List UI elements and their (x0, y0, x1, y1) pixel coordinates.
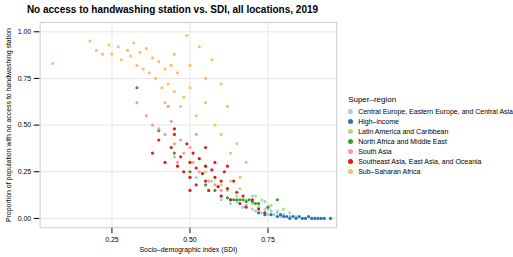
html-text:Super–region: Super–region (348, 95, 397, 104)
svg-text:0.00: 0.00 (18, 215, 32, 222)
svg-text:0.50: 0.50 (183, 236, 197, 243)
html-text:No access to handwashing stati: No access to handwashing station vs. SDI… (26, 4, 319, 15)
svg-text:Proportion of population with: Proportion of population with no access … (5, 28, 13, 222)
html-text:Latin America and Caribbean: Latin America and Caribbean (358, 128, 449, 135)
svg-text:0.25: 0.25 (105, 236, 119, 243)
svg-text:0.75: 0.75 (18, 75, 32, 82)
svg-text:0.50: 0.50 (18, 121, 32, 128)
html-text:South Asia: South Asia (358, 148, 392, 155)
svg-text:1.00: 1.00 (18, 28, 32, 35)
html-text:North Africa and Middle East: North Africa and Middle East (358, 138, 447, 145)
html-text:Sub–Saharan Africa: Sub–Saharan Africa (358, 168, 421, 175)
svg-text:0.75: 0.75 (261, 236, 275, 243)
svg-text:Socio–demographic index (SDI): Socio–demographic index (SDI) (139, 246, 237, 254)
svg-text:0.25: 0.25 (18, 168, 32, 175)
html-text:Central Europe, Eastern Europe: Central Europe, Eastern Europe, and Cent… (358, 108, 513, 115)
html-text:High–income: High–income (358, 118, 399, 125)
html-text:Southeast Asia, East Asia, and: Southeast Asia, East Asia, and Oceania (358, 158, 482, 165)
